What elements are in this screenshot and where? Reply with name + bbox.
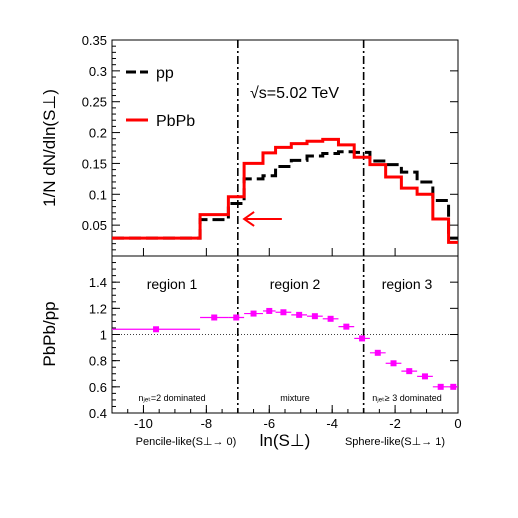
bottom-series-group	[112, 307, 458, 390]
region-boundaries	[112, 40, 458, 413]
region-2-note: mixture	[280, 393, 310, 403]
top-series-group	[112, 137, 458, 244]
top-y-ticks: 0.05 0.1 0.15 0.2 0.25 0.3 0.35	[82, 33, 458, 251]
top-y-tick-label: 0.15	[82, 156, 107, 171]
bottom-y-tick-label: 0.6	[89, 380, 107, 395]
legend-pbpb-label: PbPb	[156, 113, 195, 130]
region-1-note: nⱼₑₜ=2 dominated	[138, 393, 205, 403]
ratio-point	[266, 307, 273, 314]
arrow-head	[242, 211, 255, 227]
top-y-axis-title: 1/N dN/dln(S⊥)	[40, 89, 59, 207]
bottom-y-ticks: 0.4 0.6 0.8 1 1.2 1.4	[89, 262, 458, 421]
ratio-point	[153, 326, 160, 333]
top-y-tick-label: 0.3	[89, 64, 107, 79]
ratio-point	[250, 310, 257, 317]
bottom-y-tick-label: 0.4	[89, 406, 107, 421]
x-tick-label: -6	[263, 416, 275, 431]
x-tick-label: -4	[326, 416, 338, 431]
series-pbpb-line	[112, 137, 458, 244]
top-y-tick-label: 0.25	[82, 95, 107, 110]
bottom-y-tick-label: 1.2	[89, 301, 107, 316]
region-1-label: region 1	[147, 276, 198, 292]
region-3-label: region 3	[382, 276, 433, 292]
ratio-point	[450, 383, 457, 390]
ratio-point	[296, 311, 303, 318]
region-2-label: region 2	[270, 276, 321, 292]
ratio-point	[437, 383, 444, 390]
sqrt-s-label: √s=5.02 TeV	[250, 85, 339, 102]
ratio-point	[343, 323, 350, 330]
x-ticks: -10 -8 -6 -4 -2 0	[111, 248, 462, 431]
x-right-limit-label: Sphere-like(S⊥→ 1)	[345, 436, 445, 448]
top-y-tick-label: 0.1	[89, 187, 107, 202]
bottom-y-tick-label: 1	[100, 328, 107, 343]
top-y-tick-label: 0.2	[89, 126, 107, 141]
ratio-point	[327, 315, 334, 322]
ratio-point	[374, 349, 381, 356]
legend: pp PbPb	[126, 65, 195, 130]
ratio-point	[359, 335, 366, 342]
shift-arrow	[242, 211, 282, 227]
top-y-tick-label: 0.05	[82, 218, 107, 233]
ratio-point	[406, 368, 413, 375]
bottom-y-tick-label: 0.8	[89, 354, 107, 369]
top-y-tick-label: 0.35	[82, 33, 107, 48]
x-tick-label: -10	[134, 416, 153, 431]
legend-pp-label: pp	[156, 65, 174, 82]
x-axis-title: ln(S⊥)	[260, 431, 311, 450]
x-tick-label: 0	[454, 416, 461, 431]
region-3-note: nⱼₑₜ≥ 3 dominated	[372, 393, 442, 403]
ratio-point	[211, 314, 218, 321]
bottom-y-axis-title: PbPb/pp	[40, 301, 59, 366]
ratio-point	[390, 360, 397, 367]
ratio-point	[280, 309, 287, 316]
x-tick-label: -2	[389, 416, 401, 431]
ratio-point	[233, 314, 240, 321]
ratio-point	[311, 313, 318, 320]
x-left-limit-label: Pencile-like(S⊥→ 0)	[136, 436, 237, 448]
bottom-y-tick-label: 1.4	[89, 275, 107, 290]
series-pp-line	[112, 150, 458, 240]
ratio-point	[421, 373, 428, 380]
x-tick-label: -8	[201, 416, 213, 431]
